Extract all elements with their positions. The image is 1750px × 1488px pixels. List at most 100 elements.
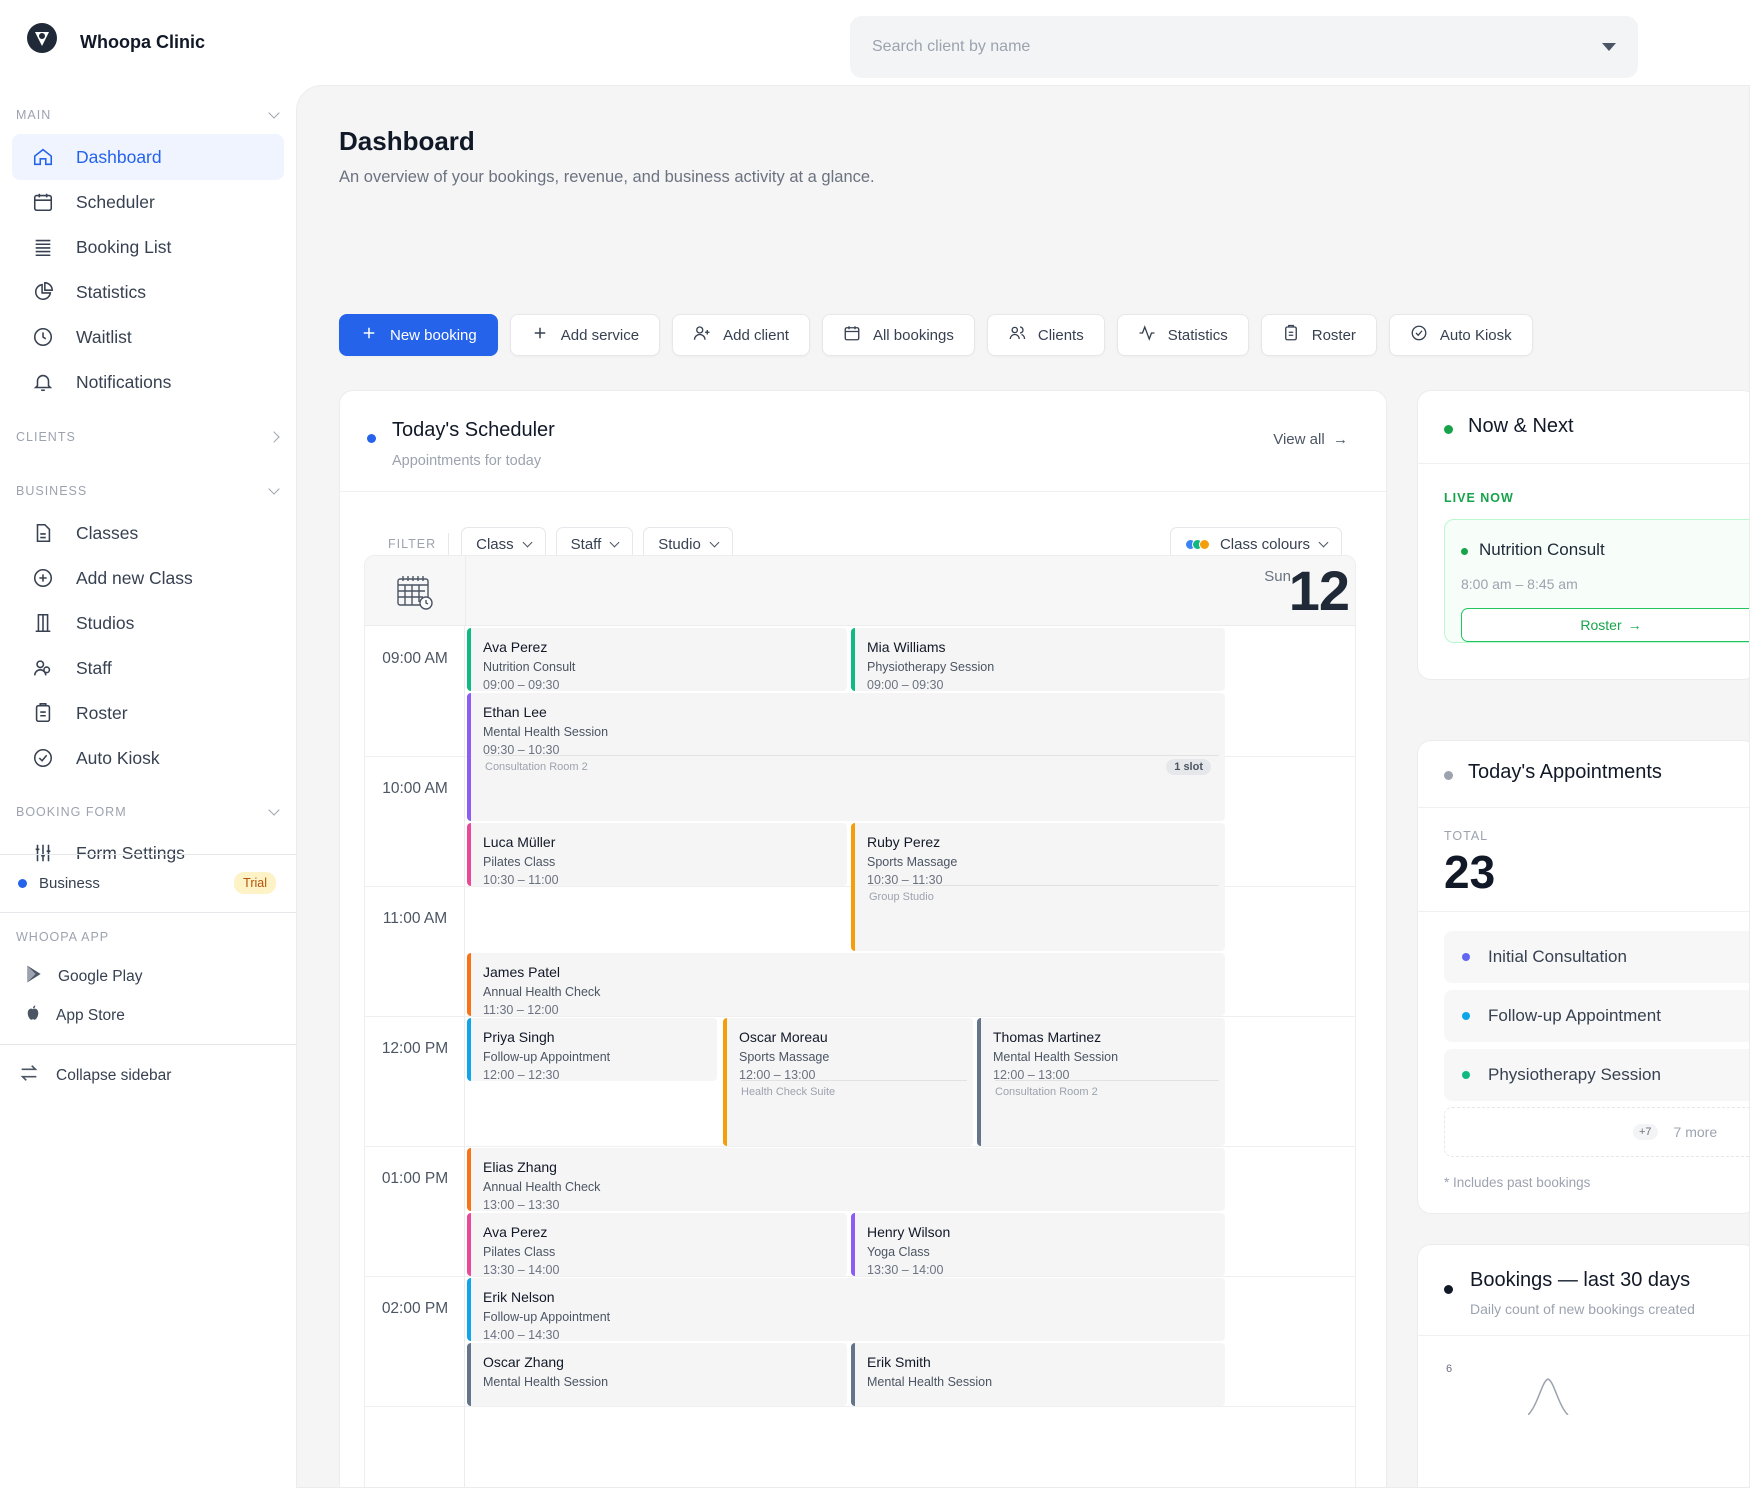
section-clients[interactable]: CLIENTS	[16, 430, 280, 444]
auto-kiosk-button[interactable]: Auto Kiosk	[1388, 314, 1533, 356]
service-name: Annual Health Check	[483, 985, 601, 1000]
sidebar-item-statistics[interactable]: Statistics	[12, 269, 284, 315]
hour-line	[365, 1276, 1355, 1277]
sidebar-item-notifications[interactable]: Notifications	[12, 359, 284, 405]
app-link-label: App Store	[56, 1006, 125, 1024]
appointment-card[interactable]: Thomas Martinez Mental Health Session 12…	[977, 1018, 1225, 1146]
todays-appointments-card: Today's Appointments TOTAL 23 Initial Co…	[1417, 740, 1749, 1214]
appointment-card[interactable]: Ruby Perez Sports Massage 10:30 – 11:30 …	[851, 823, 1225, 951]
time-label: 11:00 AM	[382, 910, 448, 927]
divider	[485, 755, 1219, 756]
brand-name: Whoopa Clinic	[80, 31, 205, 52]
sidebar-item-auto-kiosk[interactable]: Auto Kiosk	[12, 735, 284, 781]
plan-indicator[interactable]: Business Trial	[18, 872, 276, 894]
time-label: 01:00 PM	[381, 1170, 449, 1187]
add-client-button[interactable]: Add client	[672, 314, 810, 356]
more-label: 7 more	[1673, 1124, 1718, 1140]
appointment-card[interactable]: Oscar Zhang Mental Health Session	[467, 1343, 847, 1406]
status-dot	[1444, 771, 1453, 780]
section-business[interactable]: BUSINESS	[16, 483, 280, 498]
service-name: Sports Massage	[739, 1050, 830, 1065]
day-number: 12	[1288, 559, 1350, 622]
appointment-type-row[interactable]: Physiotherapy Session	[1444, 1049, 1749, 1101]
sidebar-item-add-new-class[interactable]: Add new Class	[12, 555, 284, 601]
status-dot	[1444, 1285, 1453, 1294]
appointment-card[interactable]: Erik Smith Mental Health Session	[851, 1343, 1225, 1406]
sidebar-item-label: Form Settings	[76, 842, 185, 863]
sidebar-item-label: Scheduler	[76, 191, 155, 212]
appointment-card[interactable]: Luca Müller Pilates Class 10:30 – 11:00	[467, 823, 847, 886]
calendar-icon	[32, 191, 54, 213]
calendar-icon	[843, 324, 861, 346]
appointment-time: 10:30 – 11:30	[867, 872, 943, 887]
client-name: Ava Perez	[483, 1224, 548, 1240]
activity-icon	[1138, 324, 1156, 346]
service-name: Mental Health Session	[483, 1375, 609, 1390]
live-time: 8:00 am – 8:45 am	[1461, 576, 1578, 592]
appointment-card[interactable]: Erik Nelson Follow-up Appointment 14:00 …	[467, 1278, 1225, 1341]
service-name: Pilates Class	[483, 855, 556, 870]
service-name: Yoga Class	[867, 1245, 930, 1260]
sidebar-item-form-settings[interactable]: Form Settings	[12, 830, 284, 876]
appointment-card[interactable]: Oscar Moreau Sports Massage 12:00 – 13:0…	[723, 1018, 973, 1146]
plan-dot	[18, 878, 27, 888]
divider	[1418, 1335, 1749, 1336]
sidebar-item-label: Staff	[76, 657, 112, 678]
appointment-card[interactable]: Henry Wilson Yoga Class 13:30 – 14:00	[851, 1213, 1225, 1276]
now-next-card: Now & Next LIVE NOW Nutrition Consult 8:…	[1417, 390, 1749, 680]
client-name: Erik Nelson	[483, 1289, 555, 1305]
sidebar-item-booking-list[interactable]: Booking List	[12, 224, 284, 270]
google-play-link[interactable]: Google Play	[24, 964, 142, 989]
appointment-card[interactable]: Ava Perez Nutrition Consult 09:00 – 09:3…	[467, 628, 847, 691]
client-search[interactable]	[850, 16, 1638, 78]
roster-button[interactable]: Roster →	[1461, 608, 1749, 642]
client-name: Henry Wilson	[867, 1224, 951, 1240]
section-main[interactable]: MAIN	[16, 107, 280, 122]
app-link-label: Google Play	[58, 967, 143, 985]
sidebar-item-studios[interactable]: Studios	[12, 600, 284, 646]
chevron-down-icon[interactable]	[1602, 43, 1616, 51]
sidebar-item-staff[interactable]: Staff	[12, 645, 284, 691]
card-title: Bookings — last 30 days	[1470, 1269, 1691, 1291]
appointment-card[interactable]: Priya Singh Follow-up Appointment 12:00 …	[467, 1018, 717, 1081]
appointment-card[interactable]: James Patel Annual Health Check 11:30 – …	[467, 953, 1225, 1016]
section-booking-form[interactable]: BOOKING FORM	[16, 804, 280, 819]
clients-button[interactable]: Clients	[986, 314, 1105, 356]
appointment-type-row[interactable]: Initial Consultation	[1444, 931, 1749, 983]
sidebar-item-scheduler[interactable]: Scheduler	[12, 179, 284, 225]
main-content: Dashboard An overview of your bookings, …	[296, 85, 1750, 1488]
search-input[interactable]	[872, 38, 1602, 56]
all-bookings-button[interactable]: All bookings	[821, 314, 975, 356]
appointment-card[interactable]: Elias Zhang Annual Health Check 13:00 – …	[467, 1148, 1225, 1211]
view-all-link[interactable]: View all →	[1273, 431, 1348, 448]
divider	[465, 556, 466, 625]
show-more-button[interactable]: +7 7 more	[1444, 1107, 1749, 1157]
sidebar-item-label: Auto Kiosk	[76, 747, 160, 768]
sidebar-item-label: Roster	[76, 702, 128, 723]
card-subtitle: Daily count of new bookings created	[1470, 1301, 1695, 1317]
add-service-button[interactable]: Add service	[509, 314, 661, 356]
appointment-card[interactable]: Ethan Lee Mental Health Session 09:30 – …	[467, 693, 1225, 821]
app-store-link[interactable]: App Store	[24, 1004, 125, 1027]
sidebar-item-waitlist[interactable]: Waitlist	[12, 314, 284, 360]
appointment-type-row[interactable]: Follow-up Appointment	[1444, 990, 1749, 1042]
statistics-button[interactable]: Statistics	[1116, 314, 1249, 356]
appointment-time: 09:00 – 09:30	[867, 677, 944, 691]
room-label: Health Check Suite	[741, 1086, 836, 1098]
brand[interactable]: Whoopa Clinic	[18, 18, 205, 66]
sidebar-item-dashboard[interactable]: Dashboard	[12, 134, 284, 180]
sidebar-item-classes[interactable]: Classes	[12, 510, 284, 556]
sidebar-item-roster[interactable]: Roster	[12, 690, 284, 736]
button-label: Auto Kiosk	[1439, 326, 1512, 344]
service-name: Mental Health Session	[993, 1050, 1119, 1065]
new-booking-button[interactable]: New booking	[339, 314, 498, 356]
appointment-card[interactable]: Mia Williams Physiotherapy Session 09:00…	[851, 628, 1225, 691]
live-appointment[interactable]: Nutrition Consult 8:00 am – 8:45 am Rost…	[1444, 519, 1749, 643]
appointment-card[interactable]: Ava Perez Pilates Class 13:30 – 14:00	[467, 1213, 847, 1276]
roster-button[interactable]: Roster	[1260, 314, 1377, 356]
appointment-time: 14:00 – 14:30	[483, 1327, 560, 1341]
button-label: New booking	[390, 326, 477, 344]
slot-badge: 1 slot	[1166, 759, 1211, 775]
live-dot	[1461, 548, 1468, 555]
collapse-sidebar-button[interactable]: Collapse sidebar	[18, 1062, 171, 1089]
